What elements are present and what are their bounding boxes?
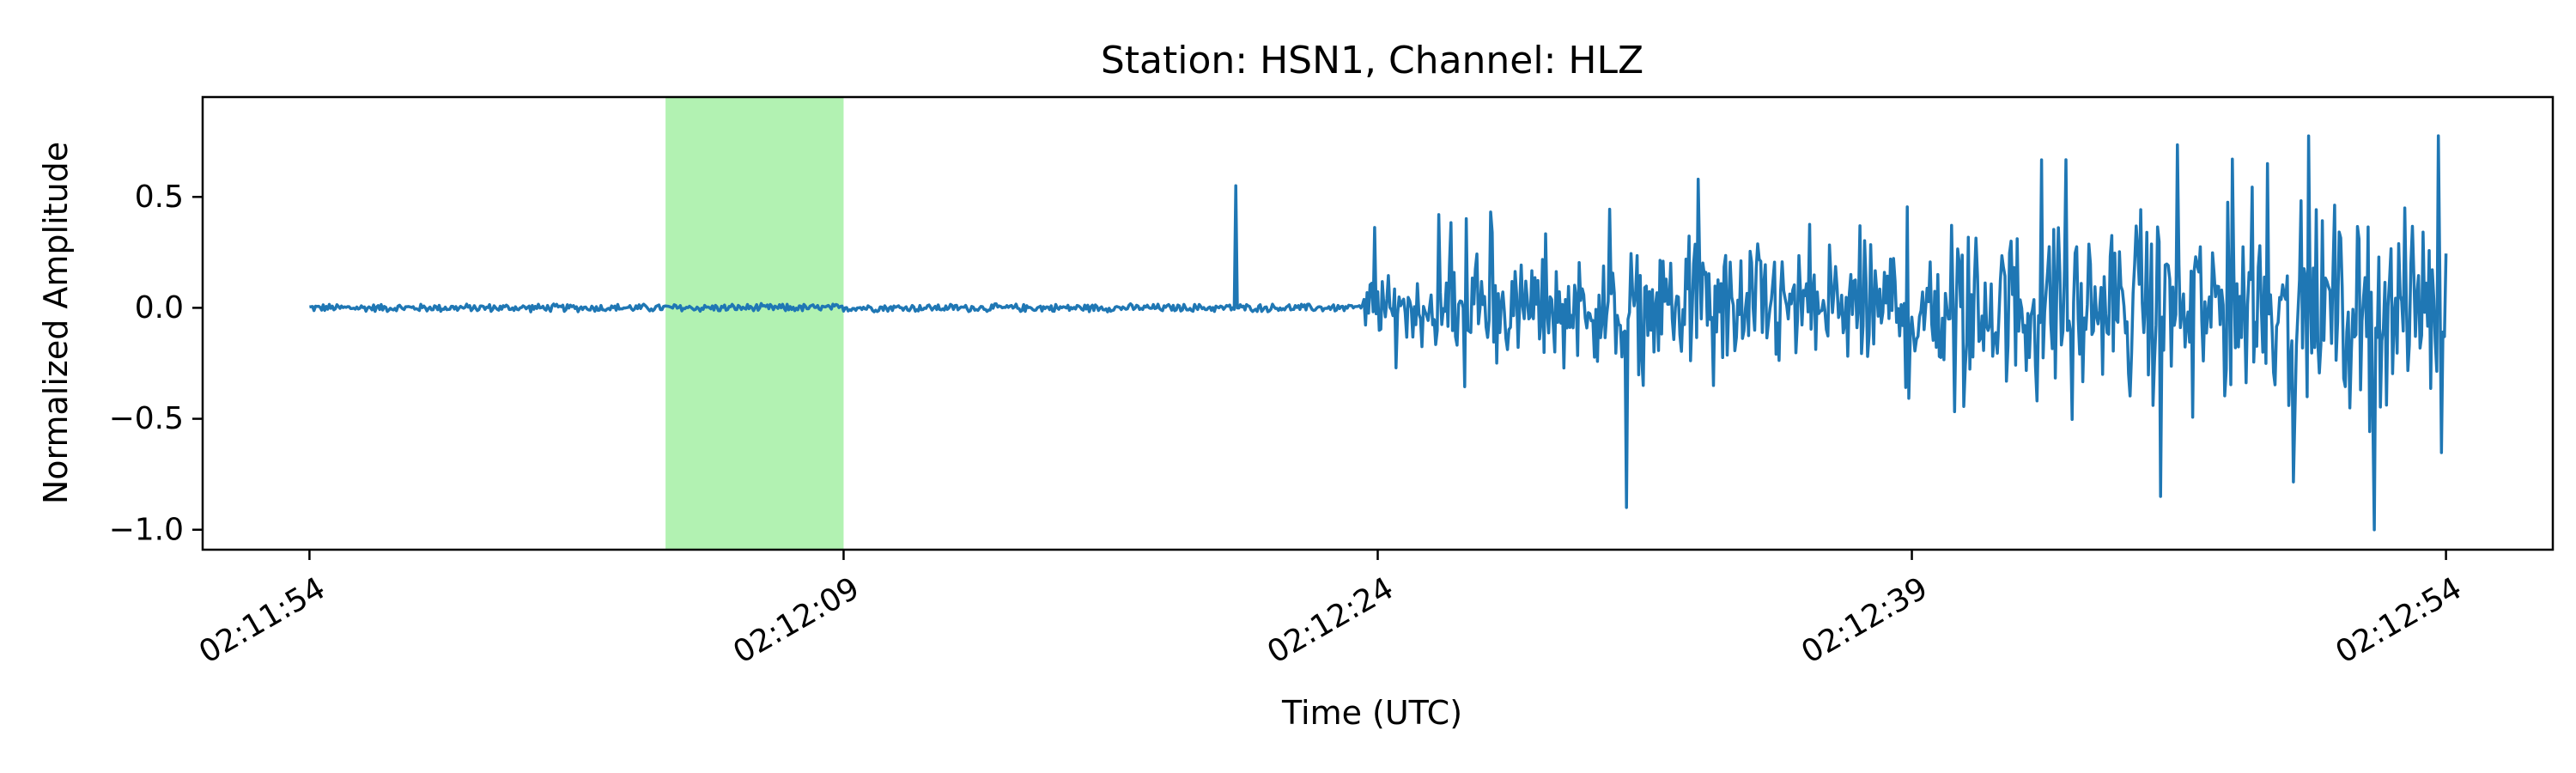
x-tick-label: 02:11:54: [193, 570, 331, 670]
y-axis-label: Normalized Amplitude: [37, 142, 75, 504]
highlight-window: [665, 97, 844, 550]
y-tick-label: 0.0: [135, 290, 184, 326]
y-tick-label: −0.5: [109, 401, 184, 436]
y-axis: −1.0 −0.5 0.0 0.5: [109, 180, 203, 547]
x-axis: 02:11:54 02:12:09 02:12:24 02:12:39 02:12:54: [193, 550, 2468, 671]
chart-title: Station: HSN1, Channel: HLZ: [1101, 39, 1643, 82]
x-tick-label: 02:12:24: [1261, 570, 1400, 670]
y-tick-label: −1.0: [109, 512, 184, 547]
y-tick-label: 0.5: [135, 180, 184, 215]
x-tick-label: 02:12:54: [2330, 570, 2468, 670]
x-tick-label: 02:12:09: [727, 570, 866, 670]
waveform-line: [309, 134, 2448, 532]
x-tick-label: 02:12:39: [1795, 570, 1934, 670]
x-axis-label: Time (UTC): [1281, 694, 1462, 732]
plot-area: [309, 97, 2448, 550]
